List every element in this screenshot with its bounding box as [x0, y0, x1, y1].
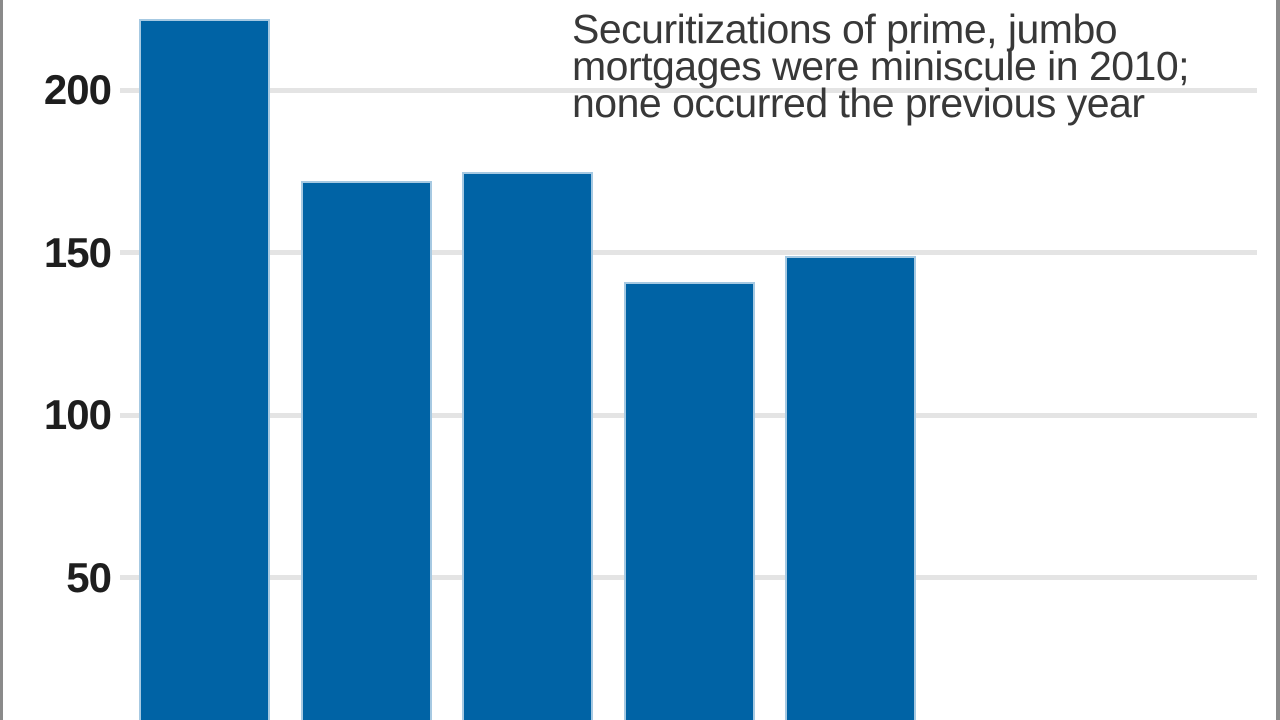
right-frame-border: [1276, 0, 1280, 720]
y-tick-label: 100: [43, 391, 112, 439]
bar: [785, 256, 916, 720]
gridline: [120, 87, 1257, 93]
bar: [624, 282, 755, 720]
annotation-line: Securitizations of prime, jumbo: [572, 6, 1118, 52]
bar: [301, 181, 432, 720]
y-tick-label: 50: [66, 553, 112, 601]
annotation-line: none occurred the previous year: [572, 80, 1145, 126]
y-tick-label: 200: [43, 66, 112, 114]
annotation-line: mortgages were miniscule in 2010;: [572, 43, 1190, 89]
left-frame-border: [0, 0, 3, 720]
bar: [462, 172, 593, 720]
gridline: [120, 250, 1257, 256]
y-tick-label: 150: [43, 228, 112, 276]
chart-annotation: Securitizations of prime, jumbo mortgage…: [572, 6, 1190, 126]
bar: [139, 19, 270, 720]
